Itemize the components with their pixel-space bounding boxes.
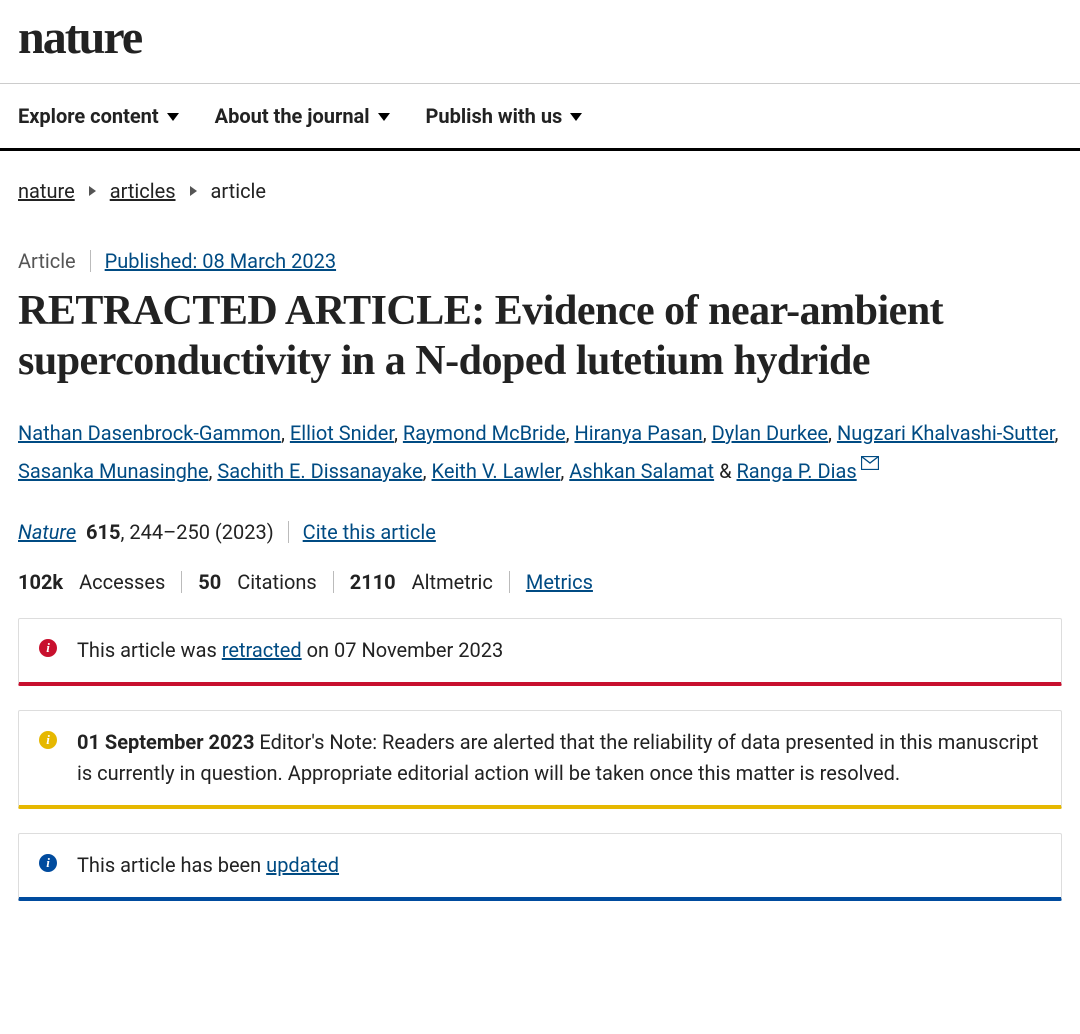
notice-text-prefix: This article has been [77, 853, 266, 877]
author-separator: , [560, 459, 569, 483]
retracted-link[interactable]: retracted [222, 638, 302, 662]
author-link[interactable]: Dylan Durkee [712, 421, 828, 445]
author-separator: , [828, 421, 837, 445]
metrics-link[interactable]: Metrics [526, 570, 593, 594]
article-meta: Article Published: 08 March 2023 [18, 249, 1062, 273]
updated-link[interactable]: updated [266, 853, 339, 877]
chevron-right-icon [190, 186, 197, 196]
author-link[interactable]: Raymond McBride [403, 421, 566, 445]
author-separator: , [703, 421, 712, 445]
author-separator: , [423, 459, 432, 483]
chevron-down-icon [167, 113, 179, 121]
chevron-right-icon [89, 186, 96, 196]
notice-updated: i This article has been updated [18, 833, 1062, 901]
nav-item-label: Explore content [18, 104, 159, 128]
notice-body: This article has been updated [77, 850, 339, 881]
nav-explore-content[interactable]: Explore content [18, 104, 179, 128]
notice-retracted: i This article was retracted on 07 Novem… [18, 618, 1062, 686]
info-icon: i [39, 731, 57, 749]
separator [181, 571, 182, 593]
breadcrumb: nature articles article [18, 151, 1062, 213]
chevron-down-icon [378, 113, 390, 121]
notice-text-suffix: on 07 November 2023 [302, 638, 504, 662]
pages-value: 244–250 (2023) [129, 520, 273, 544]
info-icon: i [39, 854, 57, 872]
nav-publish-with-us[interactable]: Publish with us [426, 104, 583, 128]
article-title: RETRACTED ARTICLE: Evidence of near-ambi… [18, 287, 1062, 386]
author-link[interactable]: Nugzari Khalvashi-Sutter [837, 421, 1055, 445]
separator [509, 571, 510, 593]
author-separator: , [1055, 421, 1059, 445]
author-separator: & [714, 459, 736, 483]
author-link[interactable]: Ranga P. Dias [736, 459, 856, 483]
altmetric-label: Altmetric [412, 570, 493, 594]
author-link[interactable]: Elliot Snider [290, 421, 394, 445]
breadcrumb-articles[interactable]: articles [110, 179, 176, 203]
accesses-label: Accesses [79, 570, 165, 594]
accesses-value: 102k [18, 570, 63, 594]
breadcrumb-current: article [211, 179, 267, 203]
author-list: Nathan Dasenbrock-Gammon, Elliot Snider,… [18, 414, 1062, 490]
author-link[interactable]: Keith V. Lawler [432, 459, 561, 483]
author-link[interactable]: Sachith E. Dissanayake [217, 459, 422, 483]
article-type: Article [18, 249, 76, 273]
main-nav: Explore content About the journal Publis… [18, 84, 1062, 148]
author-link[interactable]: Hiranya Pasan [574, 421, 702, 445]
author-link[interactable]: Ashkan Salamat [569, 459, 714, 483]
author-link[interactable]: Nathan Dasenbrock-Gammon [18, 421, 281, 445]
citations-value: 50 [198, 570, 221, 594]
author-separator: , [281, 421, 290, 445]
altmetric-value: 2110 [350, 570, 396, 594]
chevron-down-icon [570, 113, 582, 121]
site-logo[interactable]: nature [18, 0, 1062, 83]
published-date-link[interactable]: Published: 08 March 2023 [105, 249, 336, 273]
mail-icon[interactable] [861, 456, 879, 470]
separator [90, 250, 91, 272]
notice-body: This article was retracted on 07 Novembe… [77, 635, 503, 666]
notice-text-prefix: This article was [77, 638, 222, 662]
separator [333, 571, 334, 593]
nav-item-label: Publish with us [426, 104, 563, 128]
separator [288, 521, 289, 543]
nav-item-label: About the journal [215, 104, 370, 128]
cite-article-link[interactable]: Cite this article [303, 520, 436, 544]
author-link[interactable]: Sasanka Munasinghe [18, 459, 208, 483]
citations-label: Citations [237, 570, 316, 594]
editors-note-date: 01 September 2023 [77, 730, 254, 754]
citation-row: Nature 615, 244–250 (2023) Cite this art… [18, 520, 1062, 544]
volume: 615 [86, 520, 120, 544]
breadcrumb-nature[interactable]: nature [18, 179, 75, 203]
notice-body: 01 September 2023 Editor's Note: Readers… [77, 727, 1041, 789]
info-icon: i [39, 639, 57, 657]
journal-name[interactable]: Nature [18, 520, 76, 544]
notice-editors-note: i 01 September 2023 Editor's Note: Reade… [18, 710, 1062, 809]
author-separator: , [394, 421, 403, 445]
metrics-row: 102k Accesses 50 Citations 2110 Altmetri… [18, 570, 1062, 594]
nav-about-journal[interactable]: About the journal [215, 104, 390, 128]
